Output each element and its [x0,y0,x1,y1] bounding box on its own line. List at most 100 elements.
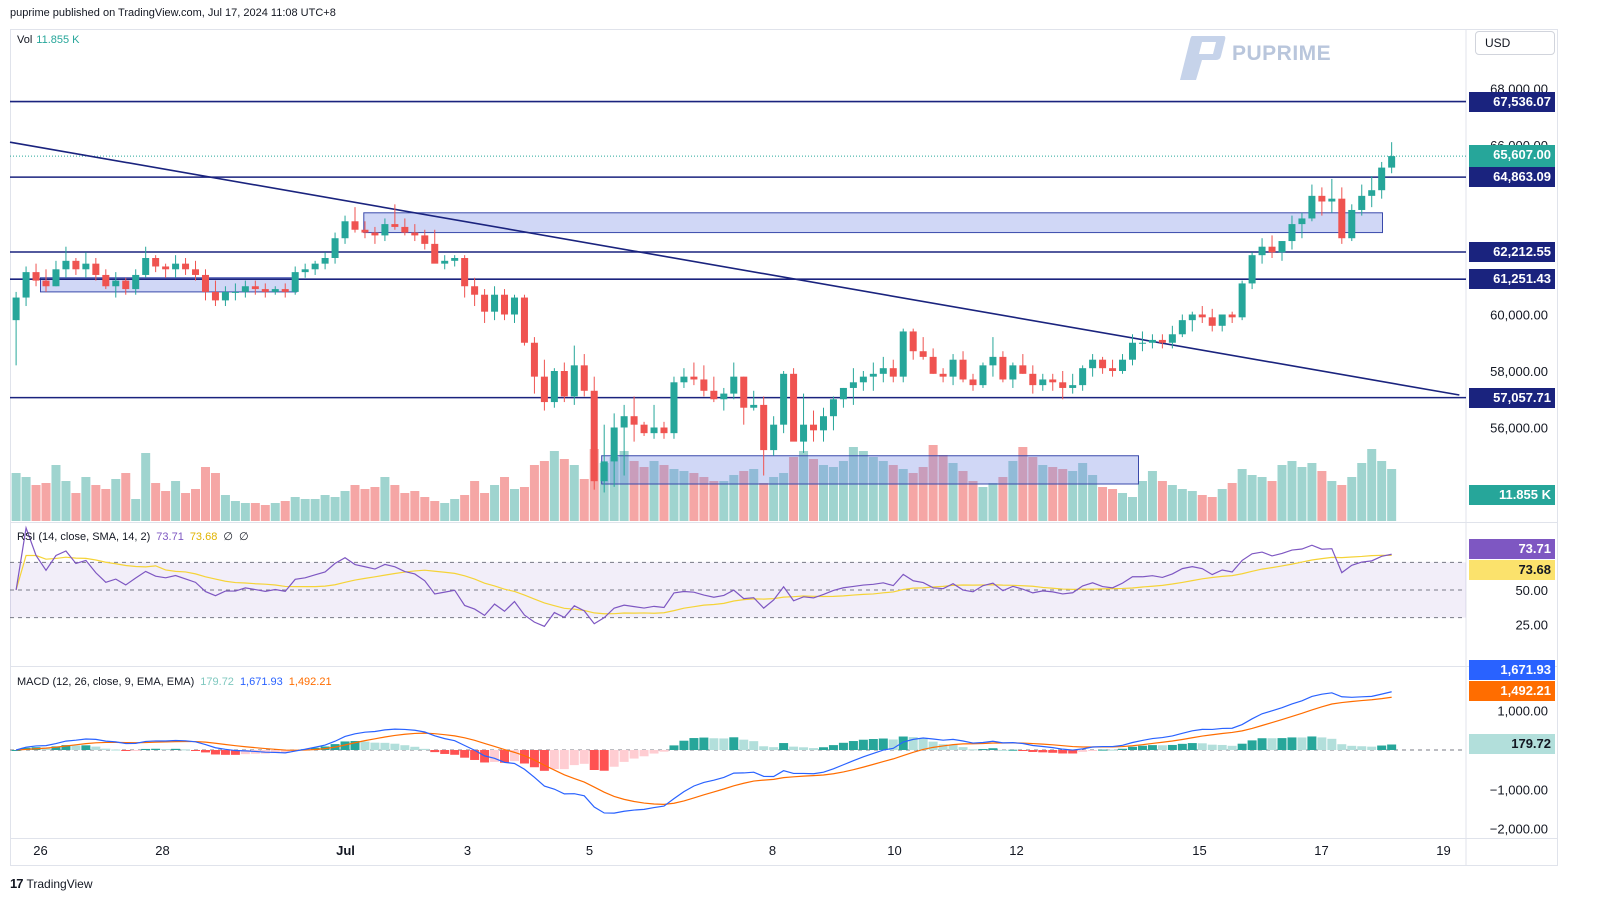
volume-bar [200,467,210,521]
candle-body [152,258,160,267]
candle-body [590,390,598,482]
macd-hist-bar [161,749,171,751]
macd-hist-bar [1028,750,1038,752]
macd-legend-hist: 179.72 [200,676,234,688]
volume-bar [360,489,370,521]
candle-body [1258,246,1266,256]
macd-hist-bar [1267,738,1277,750]
candle-body [550,371,558,403]
support-zone [363,212,1383,234]
macd-hist-bar [141,748,151,750]
macd-hist-bar [679,740,689,750]
candle-body [580,365,588,391]
volume-bar [1357,463,1367,521]
macd-hist-bar [1317,737,1327,750]
candle-body [1128,342,1136,360]
macd-hist-bar [1337,744,1347,750]
candle-body [1029,373,1037,386]
macd-hist-bar [619,750,629,762]
candle-body [1158,339,1166,343]
volume-bar [779,473,789,521]
macd-hist-bar [1227,745,1237,750]
macd-hist-bar [390,743,400,750]
candle-body [1218,314,1226,326]
volume-bar [410,491,420,521]
macd-hist-bar [1347,745,1357,750]
candle-body [1368,190,1376,196]
candle-body [391,224,399,227]
footer-attribution[interactable]: 17 TradingView [10,876,93,891]
macd-hist-bar [838,742,848,750]
currency-button[interactable]: USD [1475,31,1555,55]
volume-bar [1127,497,1137,521]
volume-bar [679,471,689,521]
volume-bar [898,469,908,521]
candle-body [192,269,200,275]
macd-line [15,691,1392,814]
price-axis-tick: 56,000.00 [1490,421,1548,436]
volume-bar [1377,461,1387,521]
macd-hist-bar [101,748,111,750]
candle-body [321,258,329,264]
time-axis-label: 8 [769,843,776,858]
volume-bar [968,481,978,521]
volume-bar [480,493,490,521]
candle-body [530,342,538,377]
volume-bar [1367,449,1377,521]
tradingview-logo-icon: 17 [10,876,24,891]
volume-bar [818,465,828,521]
macd-hist-bar [1147,745,1157,750]
publisher-line: puprime published on TradingView.com, Ju… [10,7,336,19]
volume-bar [639,467,649,521]
macd-hist-bar [171,748,181,750]
volume-bar [868,457,878,521]
volume-bar [858,451,868,521]
time-axis-label: 17 [1314,843,1328,858]
candle-body [1378,167,1386,191]
volume-bar [141,453,151,521]
volume-bar [1098,487,1108,521]
candle-body [82,263,90,270]
candle-body [999,356,1007,380]
candle-body [989,356,997,366]
volume-bar [131,499,141,521]
volume-bar [938,455,948,521]
volume-bar [151,483,161,521]
candle-body [879,368,887,374]
candle-body [271,289,279,292]
macd-hist-bar [809,748,819,750]
volume-bar [320,495,330,521]
macd-legend-signal: 1,492.21 [288,676,332,688]
macd-hist-bar [1008,749,1018,751]
macd-legend: MACD (12, 26, close, 9, EMA, EMA) 179.72 1… [17,676,332,688]
macd-hist-bar [988,748,998,750]
macd-hist-bar [599,750,609,771]
candle-body [92,263,100,275]
volume-bar [191,489,201,521]
candle-body [211,291,219,301]
macd-hist-bar [559,750,569,770]
rsi-line [15,525,1392,628]
candle-body [112,280,120,287]
rsi-legend-rsi: 73.71 [156,531,184,543]
macd-hist-bar [589,750,599,771]
volume-bar [91,485,101,521]
volume-bar [440,503,450,521]
volume-bar [1187,491,1197,521]
candle-body [1079,368,1087,386]
macd-hist-bar [410,746,420,750]
macd-hist-bar [280,750,290,753]
macd-hist-bar [1118,748,1128,750]
candle-body [800,424,808,442]
volume-bar [1227,483,1237,521]
volume-bar [619,451,629,521]
candle-body [132,274,140,290]
volume-bar [1287,461,1297,521]
candle-body [142,258,150,275]
volume-bar [230,501,240,521]
candle-body [959,359,967,380]
volume-bar [161,491,171,521]
volume-bar [729,475,739,521]
rsi-legend-sma: 73.68 [189,531,218,543]
